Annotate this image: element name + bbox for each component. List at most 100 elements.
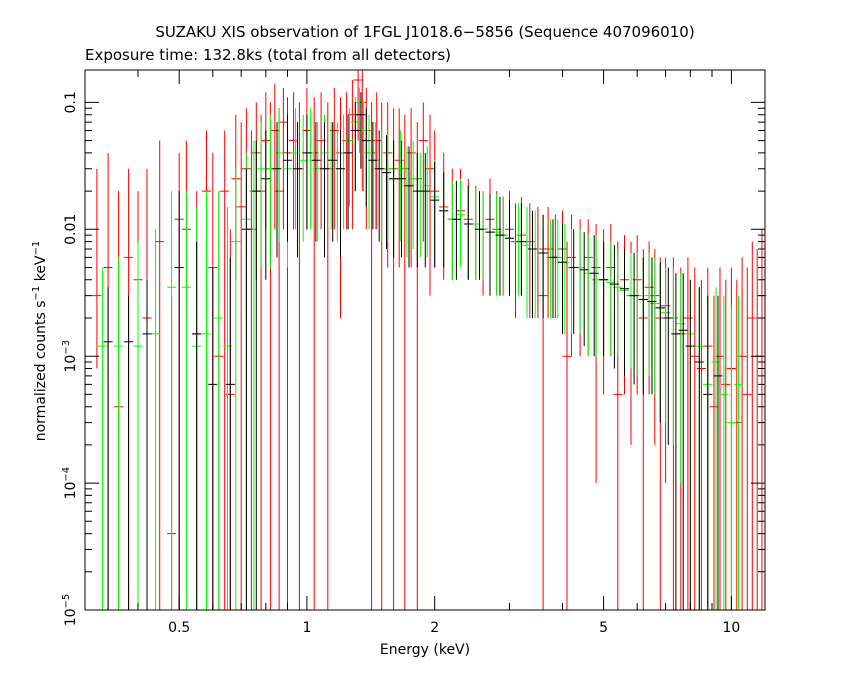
y-tick-exp-3: −4 — [61, 467, 72, 482]
data-point-1-55 — [553, 219, 563, 318]
data-point-0-68 — [543, 206, 553, 318]
data-point-1-32 — [383, 130, 393, 242]
series-2 — [103, 92, 723, 610]
data-point-0-14 — [220, 130, 230, 610]
series-1 — [98, 87, 744, 610]
y-tick-base-0: 0.1 — [63, 91, 79, 113]
x-tick-label-3: 5 — [599, 620, 608, 636]
y-tick-exp-4: −5 — [61, 594, 72, 609]
data-point-0-99 — [742, 267, 752, 610]
y-tick-label-4: 10−5 — [61, 594, 79, 627]
data-point-2-36 — [495, 196, 505, 296]
data-point-1-59 — [583, 235, 593, 357]
data-point-1-80 — [734, 295, 744, 610]
data-point-2-58 — [703, 295, 713, 610]
y-tick-base-1: 0.01 — [63, 214, 79, 245]
data-point-0-71 — [562, 241, 572, 610]
data-point-1-0 — [98, 267, 108, 610]
y-tick-base-3: 10 — [63, 482, 79, 500]
data-point-2-32 — [451, 181, 461, 280]
data-point-0-97 — [732, 279, 742, 610]
y-axis-label-sup1: −1 — [31, 286, 42, 301]
data-point-2-56 — [685, 279, 695, 610]
y-tick-label-1: 0.01 — [63, 214, 79, 245]
data-point-0-26 — [278, 87, 288, 230]
data-point-2-15 — [320, 122, 330, 258]
data-point-2-53 — [663, 267, 673, 445]
data-point-2-50 — [638, 257, 648, 395]
data-point-2-21 — [361, 108, 371, 207]
data-point-2-59 — [713, 295, 723, 610]
data-point-2-52 — [655, 262, 665, 423]
data-point-0-91 — [696, 279, 706, 610]
data-point-0-41 — [367, 102, 377, 610]
data-point-2-46 — [599, 241, 609, 357]
data-point-0-19 — [246, 130, 256, 610]
data-point-1-57 — [566, 229, 576, 334]
y-tick-base-4: 10 — [63, 608, 79, 626]
data-point-2-39 — [528, 210, 538, 318]
data-point-1-34 — [395, 130, 405, 242]
y-tick-label-2: 10−3 — [61, 340, 79, 373]
x-tick-label-4: 10 — [722, 620, 740, 636]
data-point-2-22 — [368, 122, 378, 230]
data-point-1-8 — [214, 191, 224, 610]
data-point-0-69 — [550, 214, 560, 318]
data-layer — [92, 70, 767, 610]
data-point-1-56 — [560, 224, 570, 334]
data-point-1-3 — [151, 229, 161, 610]
data-point-0-93 — [709, 295, 719, 610]
tick-marks — [84, 70, 765, 611]
y-axis-label-sup2: −1 — [31, 241, 42, 256]
data-point-2-8 — [251, 140, 261, 610]
data-point-2-55 — [678, 273, 688, 610]
chart-subtitle: Exposure time: 132.8ks (total from all d… — [85, 46, 451, 64]
data-point-2-19 — [350, 102, 360, 192]
data-point-0-89 — [683, 257, 693, 610]
data-point-2-41 — [548, 219, 558, 318]
data-point-1-12 — [249, 140, 259, 610]
data-point-1-27 — [355, 87, 365, 153]
data-point-1-7 — [202, 191, 212, 610]
data-point-1-25 — [345, 108, 355, 207]
data-point-2-28 — [412, 152, 422, 268]
data-point-0-29 — [294, 102, 304, 610]
data-point-2-48 — [620, 249, 630, 376]
data-point-1-35 — [402, 146, 412, 258]
data-point-1-42 — [455, 178, 465, 268]
data-point-1-31 — [377, 130, 387, 242]
data-point-1-60 — [591, 235, 601, 357]
data-point-2-5 — [208, 267, 218, 610]
data-point-0-95 — [721, 279, 731, 610]
data-point-1-36 — [408, 140, 418, 249]
data-point-1-14 — [265, 114, 275, 268]
data-point-2-10 — [272, 122, 282, 258]
data-point-0-38 — [353, 70, 363, 141]
data-point-0-101 — [752, 249, 762, 610]
x-axis-label: Energy (keV) — [380, 642, 470, 658]
data-point-2-24 — [382, 135, 392, 249]
data-point-1-5 — [181, 191, 191, 610]
x-tick-label-1: 1 — [302, 620, 311, 636]
data-point-2-27 — [404, 146, 414, 268]
data-point-2-13 — [302, 114, 312, 230]
y-axis-label: normalized counts s−1 keV−1 — [31, 241, 49, 442]
data-point-2-47 — [609, 245, 619, 369]
data-point-2-20 — [356, 92, 366, 169]
data-point-0-98 — [737, 257, 747, 610]
data-point-2-29 — [420, 152, 430, 268]
data-point-2-40 — [538, 214, 548, 318]
data-point-2-7 — [241, 168, 251, 610]
data-point-0-90 — [690, 267, 700, 610]
data-point-1-30 — [370, 122, 380, 230]
data-point-2-37 — [504, 200, 514, 296]
x-tick-label-0: 0.5 — [168, 620, 190, 636]
data-point-1-71 — [661, 267, 671, 423]
plot-frame — [84, 69, 766, 611]
data-point-2-1 — [124, 295, 134, 610]
data-point-2-2 — [142, 279, 152, 610]
data-point-1-78 — [719, 295, 729, 610]
data-point-1-29 — [364, 114, 374, 230]
